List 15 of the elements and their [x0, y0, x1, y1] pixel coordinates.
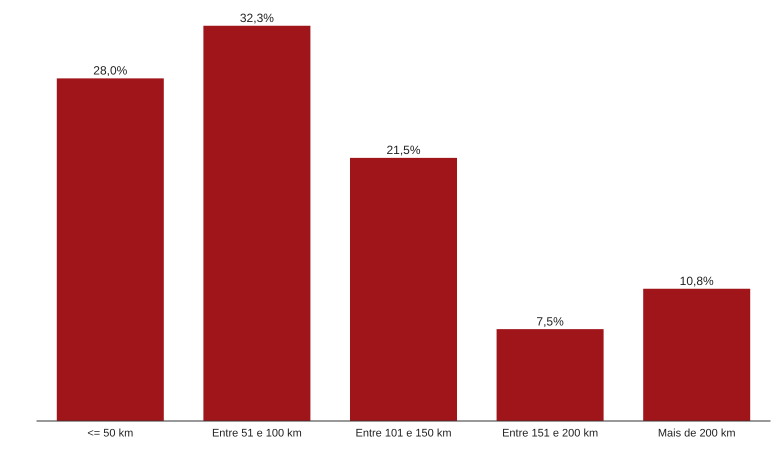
- x-tick-label: Mais de 200 km: [658, 427, 736, 440]
- x-tick-label: Entre 151 e 200 km: [502, 427, 598, 440]
- bar: [203, 26, 310, 421]
- x-tick-label: Entre 101 e 150 km: [355, 427, 452, 440]
- data-label: 32,3%: [240, 11, 274, 26]
- data-label: 21,5%: [386, 143, 421, 158]
- bar: [496, 329, 604, 421]
- bar: [643, 288, 750, 421]
- data-label: 28,0%: [93, 64, 128, 78]
- data-label: 10,8%: [680, 274, 714, 288]
- x-tick-label: <= 50 km: [87, 427, 134, 440]
- bar: [350, 158, 458, 421]
- data-label: 7,5%: [536, 314, 564, 328]
- bar: [56, 78, 164, 421]
- x-tick-label: Entre 51 e 100 km: [212, 427, 302, 440]
